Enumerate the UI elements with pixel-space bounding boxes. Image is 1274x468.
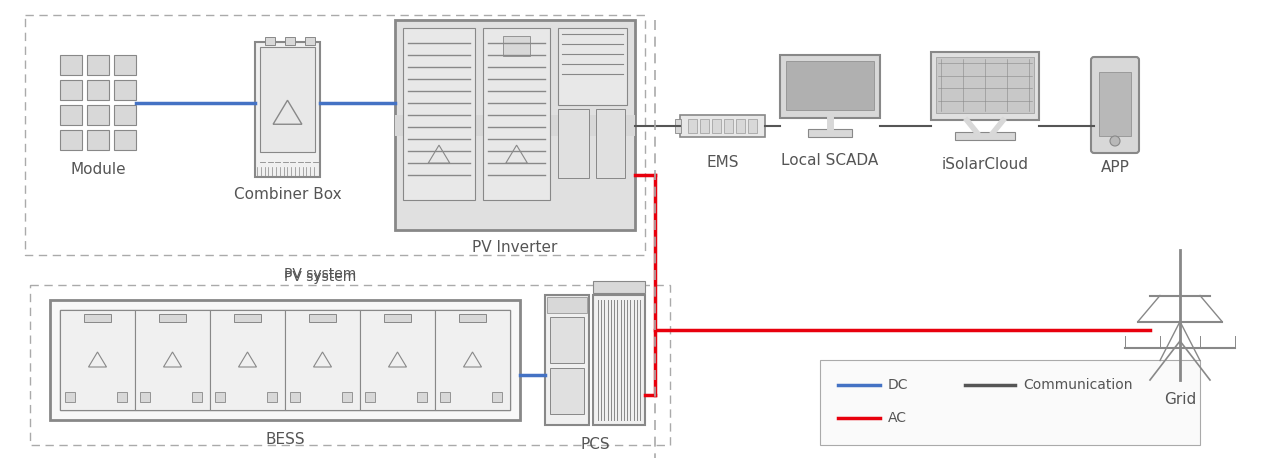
Bar (786, 61, 874, 110)
Text: BESS: BESS (265, 432, 304, 447)
Bar (255, 42, 320, 177)
Bar (417, 392, 427, 402)
Bar (135, 310, 210, 410)
Bar (60, 310, 510, 410)
Text: APP: APP (1101, 160, 1130, 175)
Bar (192, 392, 203, 402)
Bar (780, 55, 880, 118)
Bar (956, 132, 1015, 140)
FancyBboxPatch shape (1091, 57, 1139, 153)
Bar (440, 392, 450, 402)
Bar (545, 295, 589, 425)
Bar (736, 119, 745, 133)
Bar (385, 314, 410, 322)
Bar (113, 130, 136, 150)
Bar (65, 392, 75, 402)
Bar (117, 392, 127, 402)
Bar (215, 392, 225, 402)
Bar (364, 392, 375, 402)
Bar (675, 119, 682, 133)
Bar (820, 360, 1200, 445)
Bar (290, 392, 299, 402)
Bar (558, 28, 627, 105)
Bar (341, 392, 352, 402)
Text: Local SCADA: Local SCADA (781, 153, 879, 168)
Bar (87, 105, 110, 125)
Text: Grid: Grid (1164, 392, 1196, 407)
Bar (87, 80, 110, 100)
Bar (210, 310, 285, 410)
Bar (87, 55, 110, 75)
Text: Combiner Box: Combiner Box (233, 187, 341, 202)
Bar (260, 47, 315, 152)
Bar (395, 115, 634, 136)
Bar (87, 130, 110, 150)
Bar (304, 37, 315, 45)
Bar (159, 314, 186, 322)
Bar (60, 105, 82, 125)
Bar (60, 310, 135, 410)
Bar (808, 129, 852, 137)
Text: EMS: EMS (706, 155, 739, 170)
Bar (547, 297, 587, 313)
Bar (483, 28, 550, 200)
Bar (550, 317, 583, 363)
Bar (84, 314, 111, 322)
Text: PV Inverter: PV Inverter (473, 240, 558, 255)
Bar (234, 314, 261, 322)
Bar (1099, 72, 1131, 136)
Bar (936, 57, 1034, 113)
Bar (113, 80, 136, 100)
Bar (460, 314, 485, 322)
Bar (550, 368, 583, 414)
Text: iSolarCloud: iSolarCloud (941, 157, 1028, 172)
Bar (140, 392, 150, 402)
Circle shape (1110, 136, 1120, 146)
Bar (748, 119, 757, 133)
Bar (724, 119, 733, 133)
Bar (265, 37, 275, 45)
Bar (931, 52, 1040, 120)
Bar (434, 310, 510, 410)
Bar (361, 310, 434, 410)
Text: DC: DC (888, 378, 908, 392)
Bar (268, 392, 276, 402)
Bar (592, 295, 645, 425)
Bar (492, 392, 502, 402)
Text: PV system: PV system (284, 267, 357, 281)
Bar (592, 281, 645, 293)
Text: Module: Module (70, 162, 126, 177)
Bar (310, 314, 335, 322)
Bar (688, 119, 697, 133)
Bar (395, 20, 634, 230)
Bar (712, 119, 721, 133)
Text: Communication: Communication (1023, 378, 1133, 392)
Bar (403, 28, 475, 200)
Bar (680, 115, 764, 137)
Bar (558, 110, 589, 178)
Text: PV system: PV system (284, 270, 357, 284)
Bar (60, 80, 82, 100)
Text: AC: AC (888, 411, 907, 425)
Bar (60, 130, 82, 150)
Text: PCS: PCS (580, 437, 610, 452)
Bar (60, 55, 82, 75)
Bar (285, 37, 296, 45)
Bar (503, 36, 530, 56)
Bar (699, 119, 710, 133)
Bar (113, 105, 136, 125)
Bar (50, 300, 520, 420)
Bar (113, 55, 136, 75)
Bar (285, 310, 361, 410)
Bar (596, 110, 626, 178)
